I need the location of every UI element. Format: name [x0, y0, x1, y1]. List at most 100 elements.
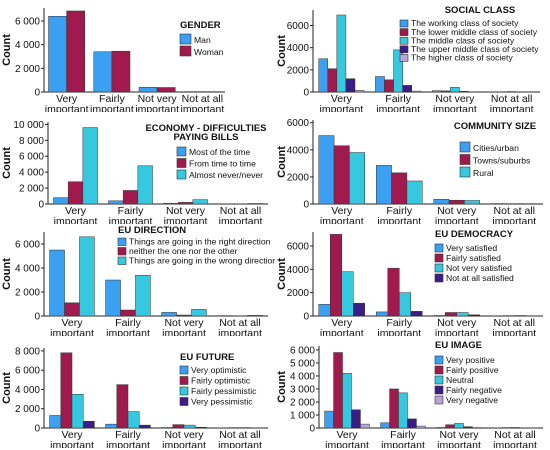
economy-difficulties-paying-bills-legend-label-almost-never-never: Almost never/never — [189, 170, 263, 180]
eu-direction-y-tick-label: 6 000 — [15, 240, 40, 251]
eu-direction-legend-swatch-neither-the-one-nor-the-other — [117, 247, 127, 256]
eu-future-legend-swatch-fairly-optimistic — [179, 376, 189, 385]
eu-future-x-tick-label: important — [218, 440, 262, 449]
economy-difficulties-paying-bills-bar-from-time-to-time-1 — [122, 190, 139, 205]
eu-image-y-axis-label: Count — [276, 371, 288, 403]
gender-x-tick-label: Very — [56, 93, 78, 105]
economy-difficulties-paying-bills-y-axis-label: Count — [1, 147, 13, 179]
eu-future-bar-fairly-optimistic-0 — [60, 352, 73, 429]
gender-y-axis-label: Count — [1, 34, 13, 66]
eu-future-x-tick-label: Not at all — [219, 429, 260, 441]
eu-democracy-title: EU DEMOCRACY — [435, 229, 514, 240]
economy-difficulties-paying-bills-bar-from-time-to-time-0 — [67, 181, 84, 205]
eu-democracy-legend-label-not-very-satisfied: Not very satisfied — [446, 263, 512, 273]
economy-difficulties-paying-bills-bar-most-of-the-time-1 — [108, 200, 124, 205]
eu-image-x-tick-label: important — [381, 440, 425, 449]
economy-difficulties-paying-bills-y-tick-label: 2 000 — [19, 184, 44, 195]
community-size-x-tick-label: Not at all — [494, 205, 535, 217]
economy-difficulties-paying-bills-x-tick-label: Very — [65, 205, 87, 217]
community-size-y-tick-label: 0 — [303, 200, 309, 211]
community-size-y-tick-label: 2000 — [287, 172, 310, 183]
community-size-bar-towns-suburbs-2 — [448, 199, 465, 205]
chart-panel-gender: Count 0 2 000 4 000 6 000 Very important Fairly… — [0, 0, 275, 112]
social-class-x-tick-label: important — [376, 104, 420, 113]
economy-difficulties-paying-bills-x-tick-label: important — [219, 216, 263, 225]
social-class-x-tick-label: important — [319, 104, 363, 113]
gender-bar-man-2 — [138, 87, 158, 93]
gender-x-tick-label: important — [135, 104, 179, 113]
social-class-x-tick-label: Very — [331, 93, 353, 105]
eu-future-bar-fairly-optimistic-2 — [172, 424, 185, 429]
eu-future-x-tick-label: important — [162, 440, 206, 449]
gender-y-tick-label: 0 — [34, 88, 40, 99]
economy-difficulties-paying-bills-bar-from-time-to-time-2 — [177, 202, 194, 205]
community-size-legend-swatch-towns-suburbs — [459, 154, 471, 165]
eu-image-bar-very-negative-0 — [360, 423, 370, 429]
eu-direction-bar-neither-the-one-nor-the-other-0 — [64, 302, 80, 317]
economy-difficulties-paying-bills-title: ECONOMY - DIFFICULTIES — [145, 123, 266, 134]
community-size-x-tick-label: important — [492, 216, 536, 225]
eu-democracy-x-tick-label: Not at all — [494, 317, 535, 329]
community-size-bar-cities-urban-2 — [433, 199, 450, 205]
social-class-legend-swatch-the-working-class-of-society — [399, 19, 409, 28]
eu-future-y-tick-label: 8 000 — [15, 346, 40, 357]
eu-future-x-tick-label: important — [50, 440, 94, 449]
eu-image-y-tick-label: 1 000 — [290, 410, 315, 421]
eu-direction-x-tick-label: Not at all — [219, 317, 260, 329]
gender-legend-swatch-man — [179, 33, 192, 45]
economy-difficulties-paying-bills-legend-swatch-most-of-the-time — [176, 146, 187, 157]
eu-image-bar-fairly-negative-2 — [463, 426, 473, 429]
eu-image-x-tick-label: important — [493, 440, 537, 449]
community-size-bar-towns-suburbs-1 — [391, 172, 408, 205]
eu-direction-legend-label-things-are-going-in-the-wrong-direction: Things are going in the wrong direction — [129, 256, 275, 266]
eu-direction-bar-neither-the-one-nor-the-other-1 — [120, 309, 136, 317]
eu-direction-title: EU DIRECTION — [118, 225, 186, 236]
eu-direction-legend-swatch-things-are-going-in-the-right-direction — [117, 237, 127, 246]
eu-democracy-y-axis-label: Count — [276, 258, 288, 290]
economy-difficulties-paying-bills-y-tick-label: 4 000 — [19, 168, 44, 179]
social-class-bar-the-lower-middle-class-of-society-1 — [384, 79, 394, 93]
economy-difficulties-paying-bills-bar-almost-never-never-0 — [82, 127, 98, 205]
eu-democracy-bar-not-very-satisfied-1 — [399, 292, 411, 317]
chart-community-size: Count0200040006000VeryimportantFairlyimp… — [276, 118, 543, 225]
eu-direction-x-tick-label: important — [218, 328, 262, 337]
eu-direction-x-tick-label: Very — [61, 317, 83, 329]
eu-democracy-x-tick-label: important — [492, 328, 536, 337]
economy-difficulties-paying-bills-bar-almost-never-never-2 — [192, 199, 208, 205]
eu-image-y-tick-label: 3 000 — [290, 384, 315, 395]
eu-direction-bar-neither-the-one-nor-the-other-2 — [176, 314, 192, 317]
eu-future-title: EU FUTURE — [180, 352, 234, 363]
eu-future-bar-fairly-pessimistic-2 — [183, 424, 196, 429]
eu-direction-bar-things-are-going-in-the-right-direction-0 — [49, 249, 65, 317]
eu-democracy-legend-label-fairly-satisfied: Fairly satisfied — [446, 253, 501, 263]
eu-direction-bar-things-are-going-in-the-right-direction-1 — [105, 279, 121, 317]
eu-direction-bar-things-are-going-in-the-wrong-direction-1 — [135, 274, 151, 317]
eu-democracy-bar-not-very-satisfied-0 — [341, 271, 354, 317]
eu-future-legend-swatch-fairly-pessimistic — [179, 386, 189, 396]
economy-difficulties-paying-bills-y-tick-label: 8 000 — [19, 136, 44, 147]
eu-image-bar-very-positive-0 — [324, 410, 334, 429]
gender-bar-woman-2 — [156, 87, 176, 93]
community-size-y-tick-label: 6000 — [287, 118, 310, 129]
eu-future-bar-fairly-pessimistic-0 — [71, 394, 84, 429]
economy-difficulties-paying-bills-y-tick-label: 0 — [38, 200, 44, 211]
social-class-bar-the-upper-middle-class-of-society-1 — [402, 85, 412, 93]
eu-image-y-tick-label: 0 — [309, 424, 315, 435]
economy-difficulties-paying-bills-bar-most-of-the-time-0 — [53, 197, 69, 205]
eu-future-legend-swatch-very-pessimistic — [179, 397, 189, 406]
gender-x-tick-label: Fairly — [99, 93, 125, 105]
eu-future-bar-very-pessimistic-1 — [138, 424, 151, 429]
eu-image-y-tick-label: 6 000 — [290, 345, 315, 356]
eu-democracy-bar-not-at-all-satisfied-2 — [468, 314, 480, 317]
economy-difficulties-paying-bills-x-tick-label: Not very — [166, 205, 206, 217]
community-size-x-tick-label: important — [435, 216, 479, 225]
community-size-y-tick-label: 4000 — [287, 145, 310, 156]
eu-image-legend-swatch-fairly-positive — [434, 365, 444, 375]
social-class-bar-the-higher-class-of-society-1 — [411, 90, 422, 93]
social-class-bar-the-lower-middle-class-of-society-0 — [327, 68, 338, 93]
eu-image-legend-swatch-fairly-negative — [434, 385, 444, 395]
community-size-legend-label-towns-suburbs: Towns/suburbs — [473, 156, 530, 166]
community-size-title: COMMUNITY SIZE — [454, 121, 536, 132]
